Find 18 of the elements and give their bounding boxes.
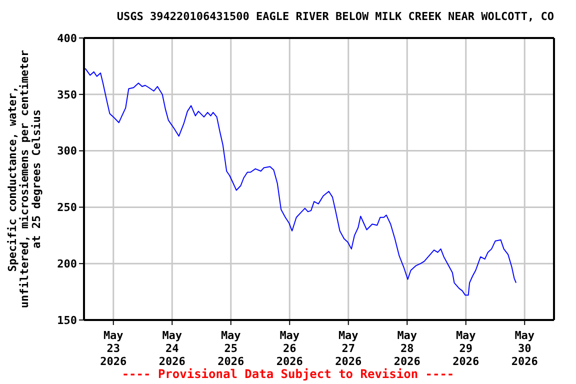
chart-title: USGS 394220106431500 EAGLE RIVER BELOW MILK CREEK NEAR WOLCOTT, CO <box>116 10 554 23</box>
x-tick-label: May 27 2026 <box>335 329 362 368</box>
line-series <box>84 68 517 296</box>
x-tick-label: May 29 2026 <box>452 329 480 368</box>
x-tick-label: May 28 2026 <box>394 329 421 368</box>
y-tick-label: 150 <box>57 314 77 327</box>
x-tick-label: May 24 2026 <box>158 329 186 368</box>
y-axis-title: Specific conductance, water, unfiltered, microsiemens per centimeter at 25 degrees Celsius <box>6 49 43 308</box>
y-tick-label: 300 <box>57 144 77 158</box>
x-tick-label: May 23 2026 <box>100 329 127 368</box>
y-tick-label: 350 <box>57 88 77 102</box>
text: ---- Provisional Data Subject to Revision ---- <box>120 367 456 381</box>
y-tick-label: 400 <box>57 32 77 45</box>
x-tick-label: May 30 2026 <box>511 329 538 368</box>
x-tick-label: May 26 2026 <box>276 329 304 368</box>
y-tick-label: 250 <box>57 201 77 214</box>
y-tick-label: 200 <box>57 258 77 271</box>
x-tick-label: May 25 2026 <box>218 329 244 368</box>
